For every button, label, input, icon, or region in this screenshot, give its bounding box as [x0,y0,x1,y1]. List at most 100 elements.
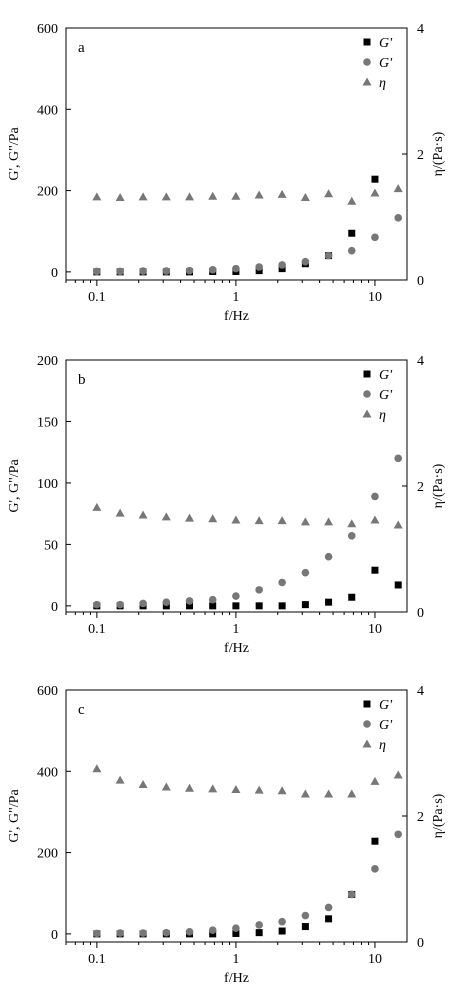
panel-label: c [78,702,85,718]
data-point-triangle [254,190,264,199]
legend-marker-square [363,38,371,46]
x-axis-label: f/Hz [224,641,249,656]
data-point-square [278,602,286,610]
data-point-triangle [393,184,403,193]
series-circle [93,454,403,609]
y-right-axis-label: η/(Pa·s) [431,131,446,176]
data-point-triangle [254,516,264,525]
panel-label: a [78,40,85,56]
data-point-circle [232,924,240,932]
y-left-tick-label: 100 [37,477,58,492]
data-point-triangle [300,789,310,798]
data-point-triangle [138,192,148,201]
legend-label: η [379,76,386,91]
data-point-triangle [347,196,357,205]
data-point-circle [394,830,403,839]
data-point-triangle [300,192,310,201]
legend-label: η [379,408,386,423]
x-tick-label: 0.1 [88,290,106,305]
data-point-triangle [92,764,102,773]
legend-marker-triangle [362,409,372,418]
data-point-triangle [161,192,171,201]
data-point-circle [139,267,147,275]
y-right-tick-label: 0 [417,274,424,289]
y-right-axis-label: η/(Pa·s) [431,793,446,838]
y-left-tick-label: 200 [37,847,58,862]
data-point-triangle [231,785,241,794]
legend-marker-square [363,370,371,378]
x-tick-label: 10 [368,290,382,305]
series-triangle [92,502,403,529]
legend-marker-circle [363,720,371,728]
data-point-circle [185,928,194,936]
data-point-circle [232,592,240,600]
data-point-circle [208,595,217,604]
plot-frame [65,689,408,943]
data-point-circle [185,266,194,275]
legend-label: G' [379,36,393,51]
data-point-square [325,598,333,606]
data-point-square [255,929,263,937]
y-right-tick-label: 4 [417,22,424,37]
series-circle [93,214,403,276]
data-point-triangle [370,776,380,785]
data-point-circle [255,921,263,929]
plot-frame [65,359,408,613]
data-point-square [371,566,379,574]
data-point-circle [185,597,194,605]
y-left-tick-label: 0 [51,928,58,943]
y-left-tick-label: 200 [37,185,58,200]
series-triangle [92,184,403,205]
y-left-tick-label: 0 [51,266,58,281]
y-left-axis-label: G', G"/Pa [7,459,22,513]
legend-label: G' [379,388,393,403]
y-right-tick-label: 2 [417,148,424,163]
data-point-triangle [208,191,218,200]
data-point-square [255,602,263,610]
y-right-tick-label: 4 [417,684,424,699]
x-tick-label: 1 [232,622,239,637]
data-point-circle [347,531,356,540]
chart-panel-c: 0.1 1 10 0 200 400 600 0 2 4 G', G"/Pa η/(Pa·s) f/Hz… [7,684,446,986]
legend-label: G' [379,718,393,733]
data-point-circle [208,926,217,935]
y-left-tick-label: 400 [37,103,58,118]
y-left-tick-label: 600 [37,684,58,699]
data-point-circle [324,552,333,561]
legend-label: G' [379,698,393,713]
data-point-circle [301,568,310,577]
x-tick-label: 10 [368,622,382,637]
data-point-circle [324,903,333,912]
data-point-circle [301,911,310,920]
panel-label: b [78,372,86,388]
y-right-tick-label: 2 [417,480,424,495]
data-point-triangle [300,517,310,526]
series-triangle [92,764,403,798]
y-left-tick-label: 400 [37,765,58,780]
legend-marker-circle [363,58,371,66]
data-point-circle [394,214,403,222]
data-point-circle [162,928,171,937]
data-point-square [232,929,240,937]
data-point-circle [255,263,263,271]
legend-marker-circle [363,390,371,398]
data-point-circle [394,454,403,463]
y-right-tick-label: 2 [417,810,424,825]
data-point-triangle [161,782,171,791]
data-point-triangle [185,192,195,201]
data-point-triangle [277,189,287,198]
data-point-circle [93,600,101,609]
x-tick-label: 1 [232,952,239,967]
data-point-circle [278,917,286,926]
data-point-circle [139,599,147,608]
x-tick-label: 10 [368,952,382,967]
data-point-triangle [115,192,125,201]
data-point-triangle [115,775,125,784]
legend-label: η [379,738,386,753]
x-axis-label: f/Hz [224,309,249,324]
y-left-tick-label: 150 [37,415,58,430]
data-point-circle [162,598,171,606]
data-point-circle [371,865,379,873]
x-axis-label: f/Hz [224,971,249,986]
